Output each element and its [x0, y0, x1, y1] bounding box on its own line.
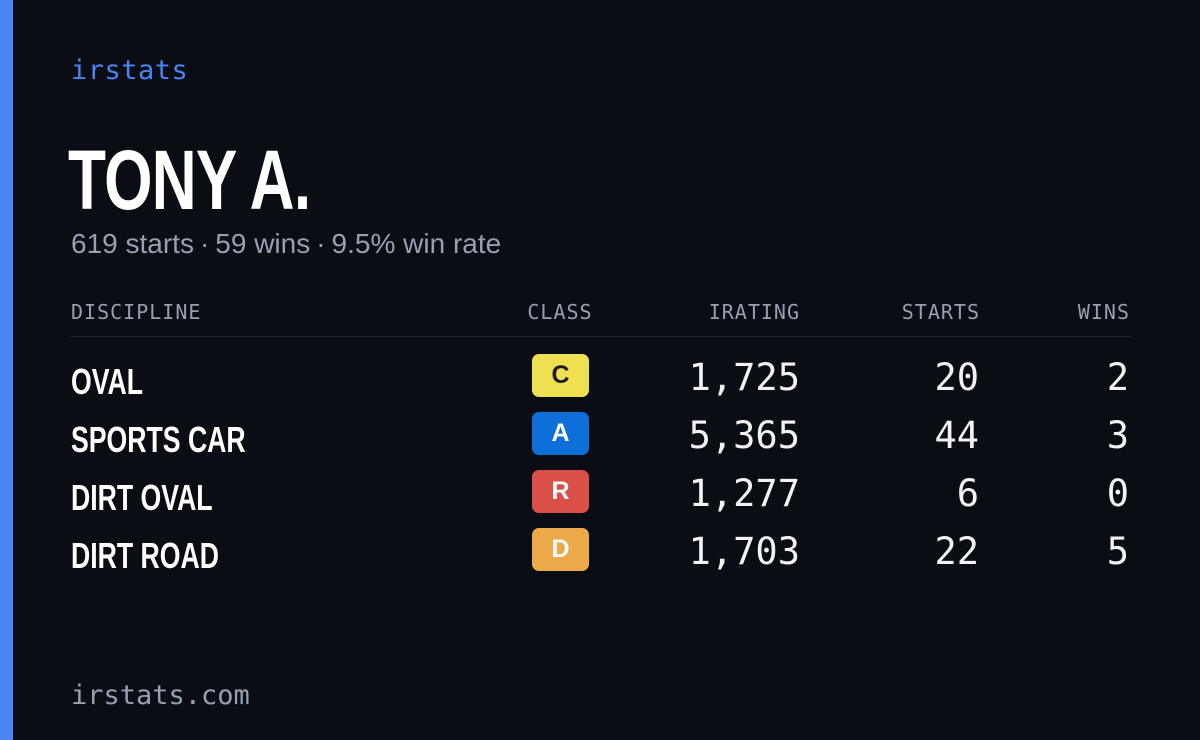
summary-wins: 59 wins: [215, 228, 311, 259]
class-badge: C: [532, 354, 589, 397]
driver-name: TONY A.: [68, 133, 311, 227]
irating-value: 1,703: [688, 530, 800, 573]
wins-value: 3: [1106, 414, 1129, 457]
wins-value: 0: [1106, 472, 1129, 515]
table-header: DISCIPLINE CLASS IRATING STARTS WINS: [71, 300, 1131, 330]
header-irating: IRATING: [708, 300, 800, 324]
wins-value: 2: [1106, 356, 1129, 399]
irating-value: 5,365: [688, 414, 800, 457]
header-wins: WINS: [1077, 300, 1130, 324]
brand-logo-text: irstats: [71, 55, 189, 86]
discipline-label: SPORTS CAR: [71, 419, 246, 460]
table-row: OVAL C 1,725 20 2: [71, 354, 1131, 404]
starts-value: 20: [934, 356, 979, 399]
class-badge: R: [532, 470, 589, 513]
summary-starts: 619 starts: [71, 228, 194, 259]
accent-bar: [0, 0, 13, 740]
header-class: CLASS: [527, 300, 593, 324]
table-row: DIRT OVAL R 1,277 6 0: [71, 470, 1131, 520]
class-badge: A: [532, 412, 589, 455]
starts-value: 6: [956, 472, 979, 515]
discipline-label: DIRT ROAD: [71, 535, 219, 576]
table-row: DIRT ROAD D 1,703 22 5: [71, 528, 1131, 578]
header-discipline: DISCIPLINE: [71, 300, 202, 324]
header-divider: [71, 336, 1131, 337]
wins-value: 5: [1106, 530, 1129, 573]
starts-value: 22: [934, 530, 979, 573]
class-badge: D: [532, 528, 589, 571]
driver-summary: 619 starts · 59 wins · 9.5% win rate: [71, 228, 501, 260]
discipline-label: OVAL: [71, 361, 144, 402]
irating-value: 1,277: [688, 472, 800, 515]
summary-separator: ·: [199, 228, 210, 259]
header-starts: STARTS: [901, 300, 980, 324]
table-row: SPORTS CAR A 5,365 44 3: [71, 412, 1131, 462]
discipline-label: DIRT OVAL: [71, 477, 213, 518]
starts-value: 44: [934, 414, 979, 457]
summary-win-rate: 9.5% win rate: [331, 228, 502, 259]
irating-value: 1,725: [688, 356, 800, 399]
footer-url: irstats.com: [71, 680, 250, 711]
summary-separator: ·: [316, 228, 326, 259]
